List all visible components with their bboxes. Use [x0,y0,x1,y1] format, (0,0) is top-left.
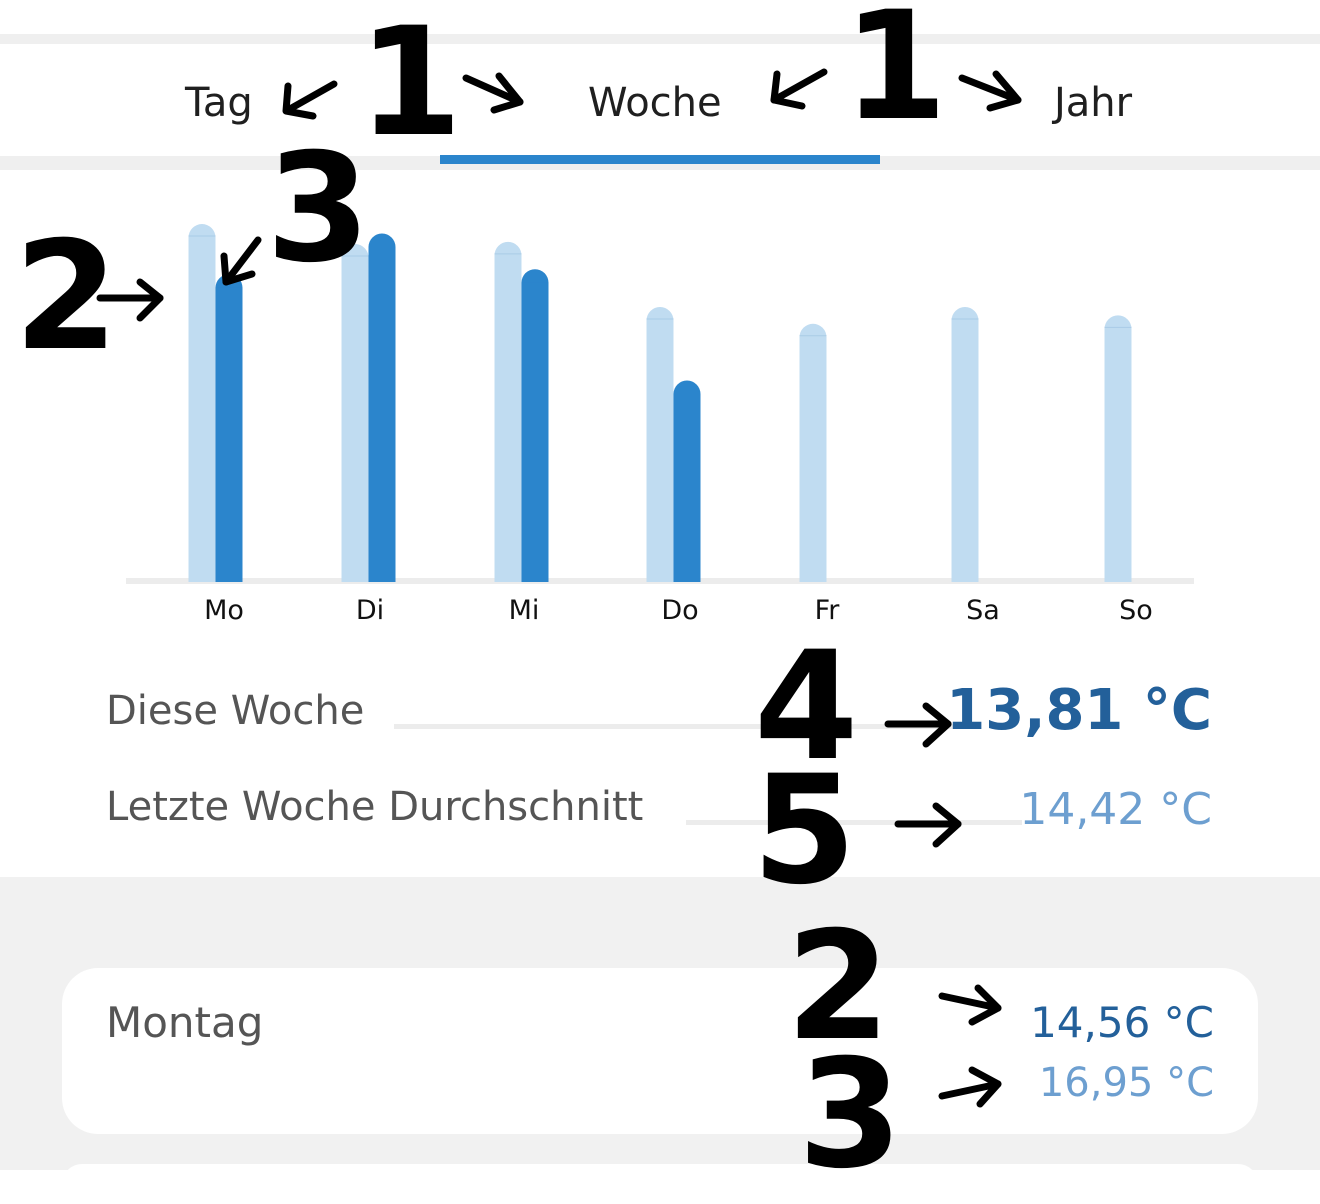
this-week-value: 13,81 °C [946,678,1212,743]
arrow-head-icon [932,802,962,848]
bar-current-mo[interactable] [215,274,243,582]
weekly-temperature-chart [126,224,1194,584]
last-week-leader [686,820,1022,825]
bar-current-do[interactable] [673,380,701,583]
x-axis-label-mo: Mo [204,595,244,626]
annotation-number-1a: 1 [358,0,463,170]
annotation-number-1b: 1 [843,0,948,154]
x-axis-label-do: Do [661,595,699,626]
bar-previous-mo[interactable] [188,224,216,583]
bar-current-di[interactable] [368,233,396,583]
selected-tab-indicator [440,155,880,164]
bar-current-mi[interactable] [521,269,549,582]
bar-previous-di[interactable] [341,244,369,582]
bar-previous-fr[interactable] [799,323,827,582]
annotation-number-5: 5 [752,744,857,918]
last-week-value: 14,42 °C [1019,784,1212,835]
x-axis-label-fr: Fr [814,595,840,626]
annotation-number-3a: 3 [266,122,371,296]
bar-previous-sa[interactable] [951,307,979,582]
bar-previous-do[interactable] [646,307,674,582]
tab-year[interactable]: Jahr [1054,80,1133,126]
this-week-leader [394,724,976,729]
annotation-number-2b: 2 [786,900,891,1074]
tab-week[interactable]: Woche [588,80,722,126]
annotation-number-2a: 2 [14,210,119,384]
annotation-number-3b: 3 [798,1028,903,1202]
day-card-current-value: 14,56 °C [1030,998,1214,1047]
day-card-label: Montag [106,998,264,1047]
this-week-label: Diese Woche [106,688,365,734]
day-card-monday[interactable]: Montag 14,56 °C 16,95 °C [62,968,1258,1134]
annotation-number-4: 4 [754,620,859,794]
bar-previous-so[interactable] [1104,315,1132,582]
day-card-previous-value: 16,95 °C [1038,1060,1214,1106]
last-week-label: Letzte Woche Durchschnitt [106,784,644,830]
tab-day[interactable]: Tag [185,80,253,126]
x-axis-label-mi: Mi [508,595,540,626]
x-axis-label-di: Di [355,595,385,626]
bar-previous-mi[interactable] [494,241,522,582]
top-strip [0,34,1320,44]
x-axis-label-so: So [1119,595,1153,626]
day-card-next[interactable] [62,1164,1258,1204]
x-axis-label-sa: Sa [966,595,1000,626]
